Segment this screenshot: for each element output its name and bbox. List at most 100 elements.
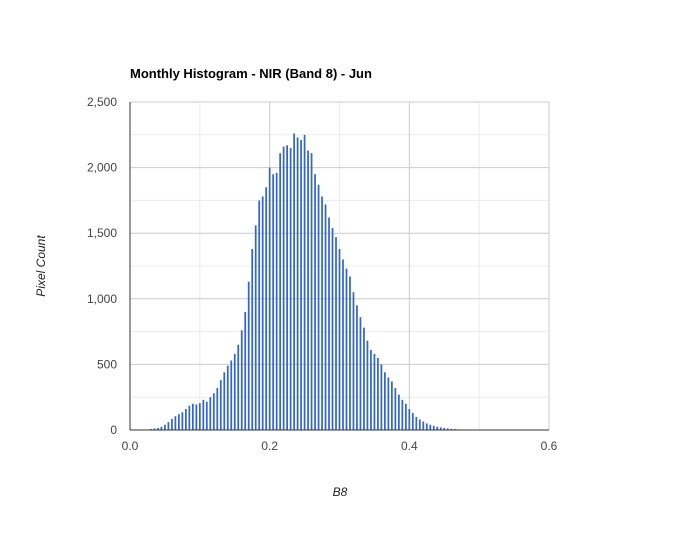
histogram-bar xyxy=(157,428,159,430)
histogram-bar xyxy=(352,292,355,430)
histogram-bar xyxy=(432,425,435,430)
histogram-bar xyxy=(314,174,316,430)
y-tick-label: 0 xyxy=(110,423,117,437)
histogram-bar xyxy=(191,403,194,430)
histogram-bar xyxy=(321,196,323,430)
histogram-bar xyxy=(370,349,372,430)
histogram-bar xyxy=(226,365,229,430)
histogram-bar xyxy=(188,405,191,430)
histogram-bar xyxy=(324,204,327,430)
histogram-bar xyxy=(356,305,358,430)
histogram-bar xyxy=(307,150,309,430)
histogram-bar xyxy=(251,248,254,430)
histogram-bar xyxy=(397,394,400,430)
histogram-bar xyxy=(363,327,365,430)
histogram-bar xyxy=(342,259,344,430)
histogram-bar xyxy=(289,147,292,431)
histogram-bar xyxy=(205,401,208,430)
histogram-bar xyxy=(384,372,386,430)
histogram-bar xyxy=(331,227,334,430)
histogram-bar xyxy=(167,422,170,430)
histogram-bar xyxy=(233,353,236,430)
histogram-bar xyxy=(439,427,442,430)
histogram-bar xyxy=(275,172,278,430)
histogram-bar xyxy=(425,423,428,430)
histogram-bar xyxy=(153,428,156,430)
histogram-bar xyxy=(254,225,257,430)
histogram-bar xyxy=(377,357,379,430)
histogram-bar xyxy=(219,380,222,430)
histogram-bar xyxy=(286,145,288,430)
axes xyxy=(129,102,549,431)
histogram-bar xyxy=(387,377,390,430)
histogram-bar xyxy=(265,187,268,430)
histogram-bar xyxy=(422,421,425,430)
histogram-bar xyxy=(244,311,247,430)
histogram-bar xyxy=(230,360,233,430)
histogram-bar xyxy=(202,399,205,430)
histogram-bar xyxy=(279,153,282,430)
histogram-bar xyxy=(160,426,163,430)
histogram-bar xyxy=(359,317,362,430)
histogram-bar xyxy=(373,353,376,430)
y-tick-label: 2,000 xyxy=(87,161,117,175)
histogram-bar xyxy=(391,381,393,430)
histogram-bar xyxy=(247,281,250,430)
histogram-bar xyxy=(296,137,299,430)
histogram-bar xyxy=(174,416,177,430)
histogram-bar xyxy=(401,399,404,430)
x-axis-label: B8 xyxy=(333,485,348,499)
histogram-bar xyxy=(443,428,446,430)
histogram-bar xyxy=(303,134,306,431)
histogram-bar xyxy=(415,416,418,430)
histogram-bar xyxy=(436,426,439,430)
x-tick-label: 0.2 xyxy=(261,439,278,453)
histogram-bar xyxy=(404,403,407,430)
x-tick-labels: 0.0 0.2 0.4 0.6 xyxy=(122,439,558,453)
histogram-bar xyxy=(408,409,411,430)
histogram-bar xyxy=(411,412,414,430)
histogram-bar xyxy=(178,414,180,430)
histogram-bar xyxy=(209,397,212,430)
y-tick-label: 2,500 xyxy=(87,95,117,109)
histogram-bar xyxy=(418,419,421,430)
histogram-bar xyxy=(293,133,295,430)
histogram-bar xyxy=(150,428,152,430)
histogram-bar xyxy=(310,153,313,430)
histogram-bar xyxy=(261,196,264,430)
histogram-bar xyxy=(317,184,320,430)
histogram-bar xyxy=(380,364,383,430)
histogram-bar xyxy=(450,428,453,430)
histogram-bar xyxy=(171,418,173,430)
histogram-bar xyxy=(338,248,341,430)
histogram-bar xyxy=(216,388,219,430)
histogram-bar xyxy=(184,409,187,430)
histogram-bar xyxy=(195,404,198,430)
histogram-bar xyxy=(268,167,271,430)
x-tick-label: 0.6 xyxy=(541,439,558,453)
histogram-bar xyxy=(429,424,432,430)
chart-title: Monthly Histogram - NIR (Band 8) - Jun xyxy=(130,66,372,81)
histogram-bar xyxy=(300,140,302,430)
histogram-bar xyxy=(164,424,166,430)
y-tick-labels: 0 500 1,000 1,500 2,000 2,500 xyxy=(87,95,117,437)
histogram-bar xyxy=(282,146,285,430)
histogram-bar xyxy=(223,372,226,430)
histogram-bar xyxy=(446,428,449,430)
y-tick-label: 500 xyxy=(97,357,117,371)
histogram-bar xyxy=(366,340,369,430)
y-tick-label: 1,500 xyxy=(87,226,117,240)
y-tick-label: 1,000 xyxy=(87,292,117,306)
histogram-bar xyxy=(198,403,201,430)
histogram-bar xyxy=(394,388,397,430)
histogram-bar xyxy=(237,344,240,430)
histogram-bar xyxy=(335,237,337,430)
histogram-bar xyxy=(212,393,215,430)
histogram-bar xyxy=(272,174,275,430)
histogram-bar xyxy=(349,276,351,430)
x-tick-label: 0.0 xyxy=(122,439,139,453)
histogram-bar xyxy=(181,412,184,430)
histogram-bar xyxy=(240,330,243,430)
y-axis-label: Pixel Count xyxy=(34,235,48,297)
